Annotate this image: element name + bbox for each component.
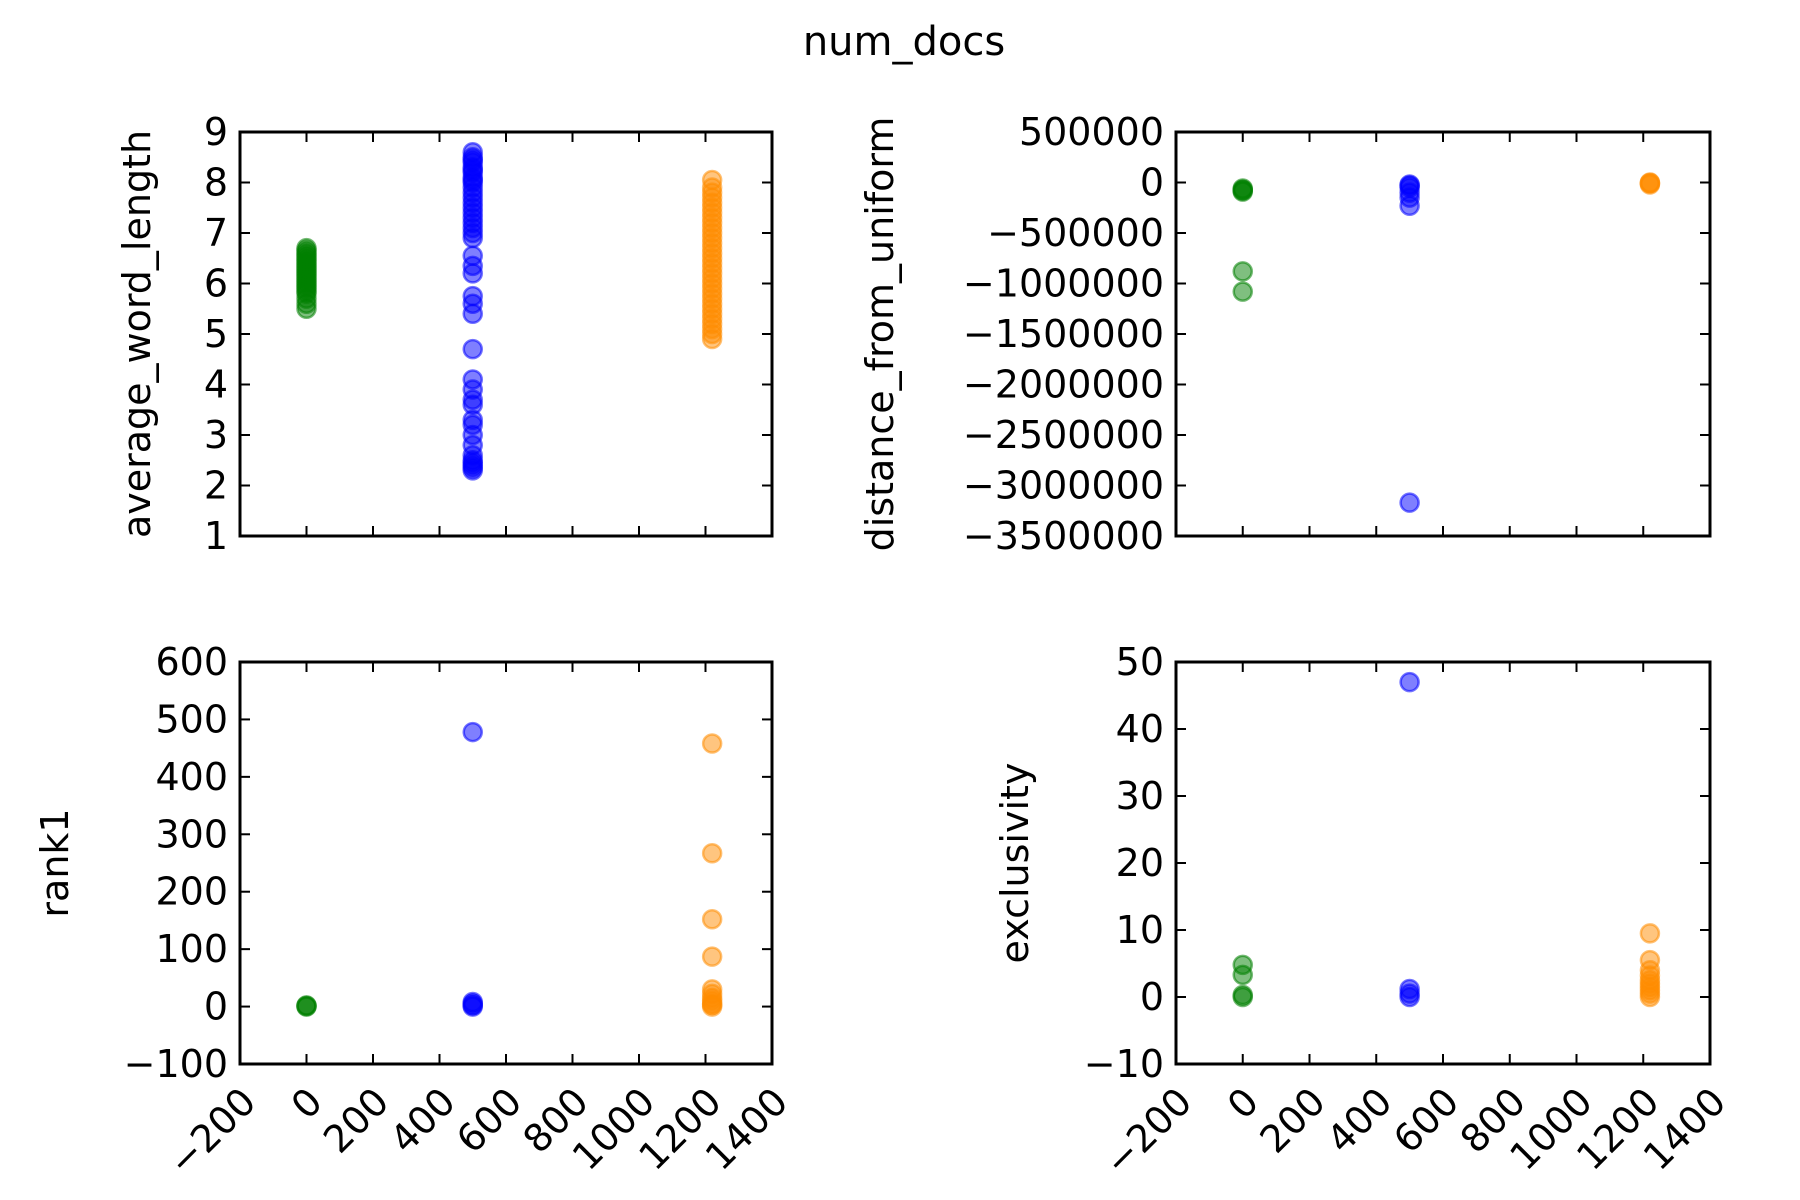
y-tick-label: −3500000 <box>963 514 1164 558</box>
plot-frame <box>238 660 774 1066</box>
y-tick-label: 30 <box>1116 774 1164 818</box>
data-point <box>701 946 723 967</box>
data-point <box>1232 954 1253 976</box>
x-tick-label: 400 <box>381 1079 463 1161</box>
y-tick-label: 100 <box>155 927 228 971</box>
y-tick-label: 20 <box>1116 841 1164 885</box>
y-tick-label: 50 <box>1116 640 1164 684</box>
y-tick-label: −2000000 <box>963 363 1164 407</box>
y-tick-label: 3 <box>204 413 228 457</box>
y-tick-label: −2500000 <box>963 413 1164 457</box>
series-1 <box>296 237 317 319</box>
data-point <box>701 994 723 1016</box>
y-tick-label: 1 <box>204 514 228 558</box>
x-tick-label: 200 <box>315 1079 397 1161</box>
data-point <box>462 338 483 360</box>
data-point <box>1232 984 1253 1006</box>
plot-frame <box>238 130 774 538</box>
data-point <box>296 237 317 259</box>
data-point <box>701 733 723 754</box>
y-tick-label: −1500000 <box>963 312 1164 356</box>
series-2 <box>1399 671 1420 1008</box>
y-tick-label: 40 <box>1116 707 1164 751</box>
y-axis-label: rank1 <box>33 808 77 917</box>
data-point <box>1639 174 1661 195</box>
data-point <box>1399 671 1420 693</box>
y-axis-label: exclusivity <box>993 763 1037 964</box>
data-point <box>1399 195 1420 216</box>
x-tick-label: 600 <box>448 1079 530 1161</box>
series-1 <box>1232 954 1253 1008</box>
subplot-grid: 1 2 3 4 5 6 7 8 9 average_word_length −3500000 −300… <box>33 110 1734 1184</box>
x-tick-label: 0 <box>1219 1079 1267 1127</box>
data-point <box>1399 978 1420 1000</box>
series-3 <box>701 733 723 1017</box>
y-tick-label: 400 <box>155 755 228 799</box>
y-tick-label: 4 <box>204 363 228 407</box>
series-2 <box>462 141 483 481</box>
y-tick-label: −3000000 <box>963 464 1164 508</box>
x-tick-label: 600 <box>1385 1079 1467 1161</box>
series-3 <box>1639 172 1661 195</box>
data-point <box>1639 949 1661 971</box>
plot-frame <box>1174 130 1712 538</box>
data-point <box>1232 261 1253 282</box>
data-point <box>1232 181 1253 202</box>
x-tick-label: −200 <box>1095 1079 1200 1184</box>
data-point <box>462 141 483 163</box>
data-point <box>462 369 483 390</box>
y-tick-label: 500000 <box>1019 110 1164 154</box>
y-tick-label: 8 <box>204 161 228 205</box>
x-tick-label: 400 <box>1318 1079 1400 1161</box>
y-axis-label: average_word_length <box>115 130 159 538</box>
y-tick-label: 200 <box>155 870 228 914</box>
data-point <box>1399 492 1420 513</box>
subplot-2: −3500000 −3000000 −2500000 −2000000 −1500000… <box>858 110 1712 558</box>
y-tick-label: 0 <box>1140 975 1164 1019</box>
y-tick-label: 0 <box>204 985 228 1029</box>
x-tick-label: −200 <box>159 1079 264 1184</box>
series-1 <box>1232 178 1253 302</box>
y-tick-label: 10 <box>1116 908 1164 952</box>
y-tick-label: 600 <box>155 640 228 684</box>
data-point <box>296 995 317 1016</box>
data-point <box>462 245 483 266</box>
figure-title: num_docs <box>803 19 1005 65</box>
y-tick-label: −10 <box>1084 1042 1164 1086</box>
y-tick-label: 9 <box>204 110 228 154</box>
data-point <box>462 991 483 1013</box>
data-point <box>462 285 483 307</box>
plot-frame <box>1174 660 1712 1066</box>
y-axis-label: distance_from_uniform <box>858 117 902 552</box>
y-tick-label: 7 <box>204 211 228 255</box>
y-tick-label: 5 <box>204 312 228 356</box>
y-tick-label: −100 <box>124 1042 228 1086</box>
data-point <box>701 169 723 191</box>
data-point <box>701 909 723 930</box>
data-point <box>462 721 483 743</box>
y-tick-label: −500000 <box>987 211 1164 255</box>
data-point <box>1232 281 1253 302</box>
series-3 <box>701 169 723 350</box>
subplot-1: 1 2 3 4 5 6 7 8 9 average_word_length <box>115 110 774 558</box>
y-tick-label: 2 <box>204 464 228 508</box>
y-tick-label: 300 <box>155 812 228 856</box>
series-2 <box>462 721 483 1017</box>
y-tick-label: 6 <box>204 262 228 306</box>
series-1 <box>296 995 317 1017</box>
y-tick-label: 500 <box>155 697 228 741</box>
data-point <box>701 842 723 864</box>
y-tick-label: 0 <box>1140 161 1164 205</box>
x-tick-label: 200 <box>1251 1079 1333 1161</box>
y-tick-label: −1000000 <box>963 262 1164 306</box>
data-point <box>1639 923 1661 944</box>
series-3 <box>1639 923 1661 1008</box>
series-2 <box>1399 174 1420 513</box>
x-tick-label: 0 <box>283 1079 331 1127</box>
